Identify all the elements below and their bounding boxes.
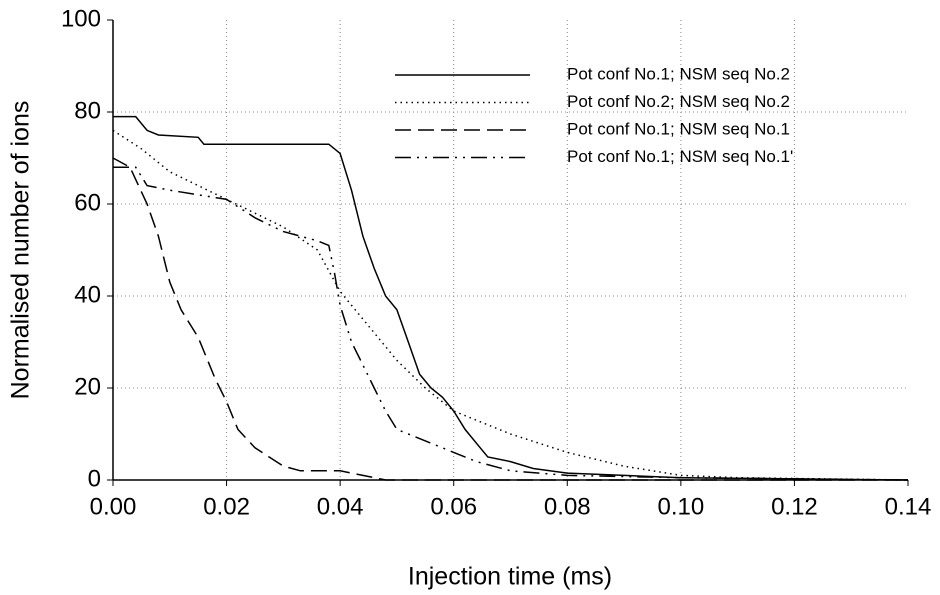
x-tick-label: 0.10: [657, 493, 704, 520]
x-tick-label: 0.00: [90, 493, 137, 520]
series-line: [113, 115, 909, 481]
series-line: [112, 157, 908, 481]
y-tick-label: 20: [74, 373, 101, 400]
x-tick-label: 0.02: [203, 493, 250, 520]
legend-text: Pot conf No.2; NSM seq No.2: [567, 92, 790, 111]
x-tick-label: 0.04: [317, 493, 364, 520]
x-tick-label: 0.12: [771, 493, 818, 520]
y-tick-label: 60: [74, 189, 101, 216]
y-tick-label: 40: [74, 281, 101, 308]
x-tick-label: 0.14: [885, 493, 932, 520]
legend-text: Pot conf No.1; NSM seq No.1': [567, 147, 793, 166]
y-tick-label: 0: [88, 465, 101, 492]
x-axis-label: Injection time (ms): [408, 563, 612, 591]
legend-text: Pot conf No.1; NSM seq No.1: [567, 119, 790, 138]
y-tick-label: 80: [74, 97, 101, 124]
y-tick-label: 100: [61, 5, 101, 32]
legend-text: Pot conf No.1; NSM seq No.2: [567, 64, 790, 83]
y-axis-label: Normalised number of ions: [7, 101, 35, 400]
x-tick-label: 0.06: [430, 493, 477, 520]
x-tick-label: 0.08: [544, 493, 591, 520]
series-line: [112, 129, 909, 481]
